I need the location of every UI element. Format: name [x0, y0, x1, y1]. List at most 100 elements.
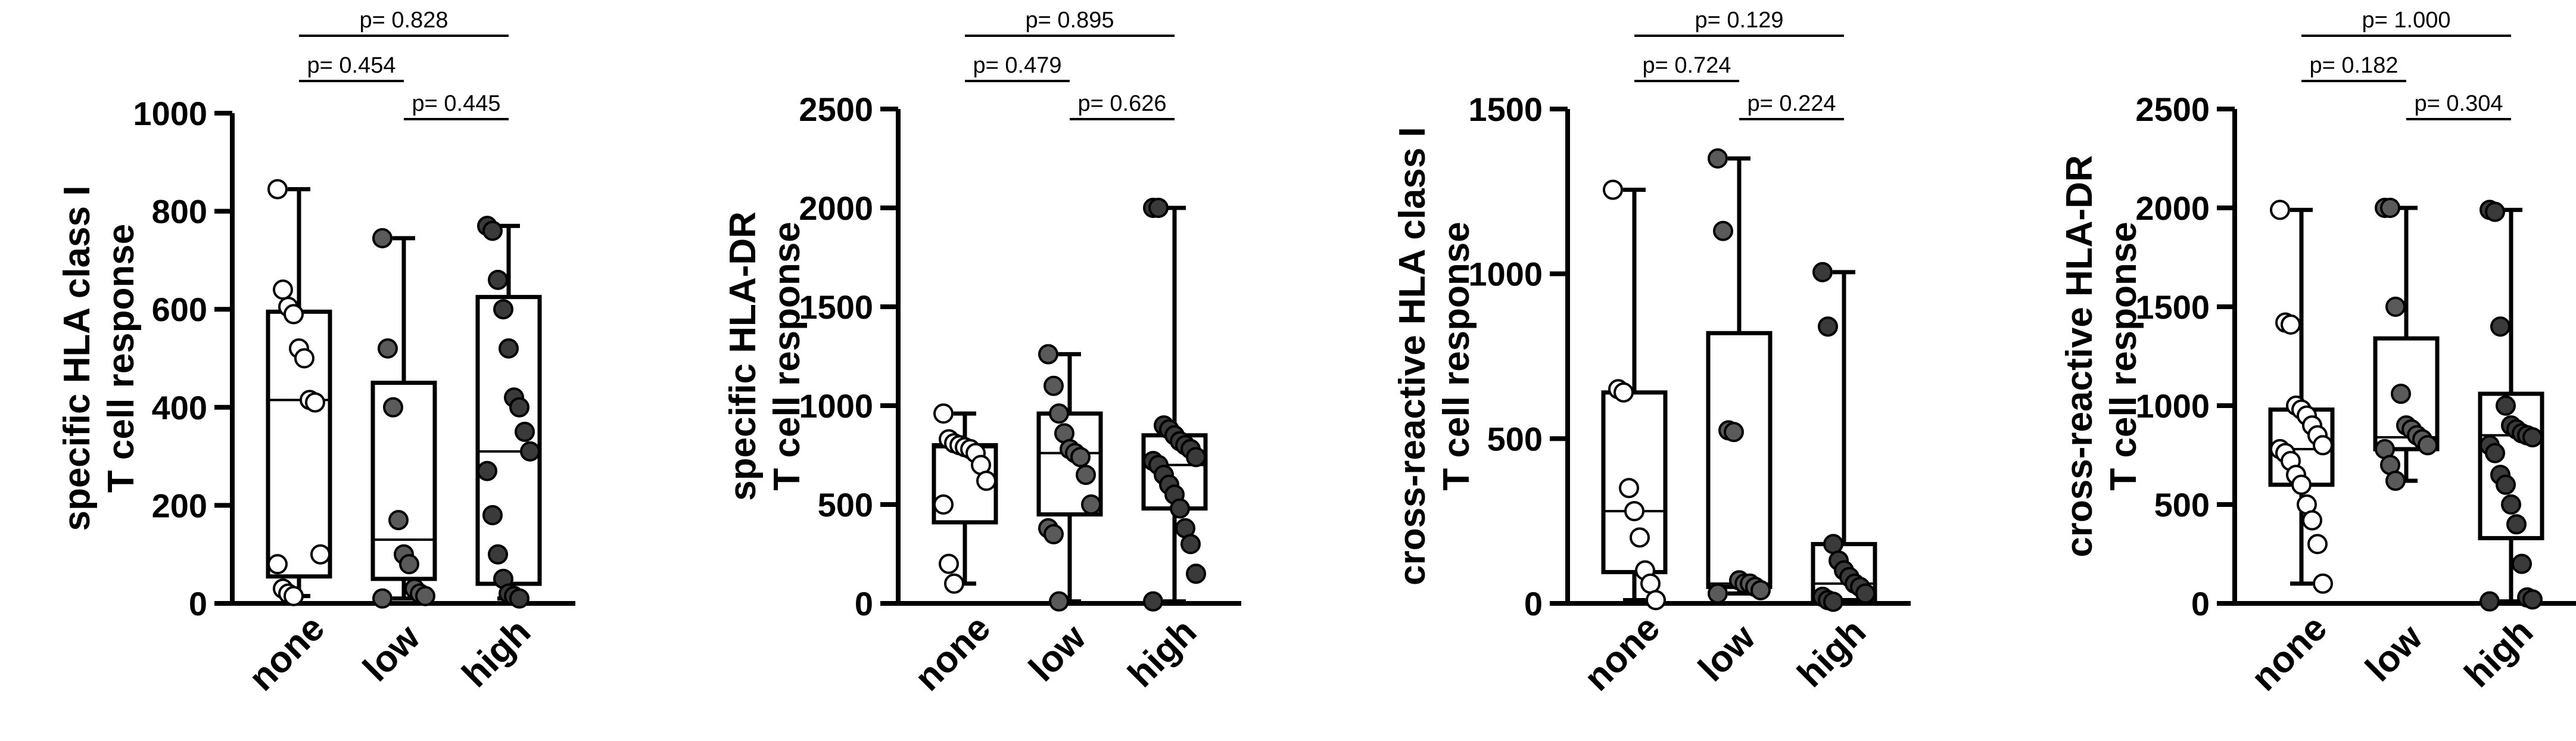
y-tick-label: 0: [2191, 585, 2210, 622]
data-point: [1818, 316, 1838, 337]
data-point: [305, 392, 325, 413]
data-point: [372, 588, 393, 609]
data-point: [1646, 590, 1666, 611]
data-point: [2512, 553, 2532, 574]
data-point: [1049, 591, 1069, 612]
data-point: [2302, 510, 2322, 531]
data-point: [976, 471, 996, 491]
y-tick-label: 1500: [799, 288, 873, 326]
data-point: [1186, 447, 1206, 468]
data-point: [1180, 534, 1201, 555]
data-point: [2496, 474, 2516, 495]
y-tick-label: 800: [152, 193, 207, 231]
data-point: [1855, 583, 1876, 604]
y-tick-label: 2500: [799, 91, 873, 128]
y-tick-label: 2000: [799, 189, 873, 227]
data-point: [499, 338, 519, 359]
y-tick-label: 500: [818, 486, 873, 524]
data-point: [383, 397, 403, 418]
x-tick-label: none: [1577, 608, 1668, 699]
x-tick-label: low: [1691, 617, 1764, 689]
data-point: [1630, 527, 1650, 548]
data-point: [273, 279, 293, 300]
data-point: [933, 494, 954, 515]
data-point: [933, 403, 954, 424]
group-high: [1141, 198, 1208, 612]
data-point: [1713, 220, 1733, 241]
y-tick-label: 1000: [2135, 387, 2210, 425]
data-point: [1170, 498, 1190, 519]
data-point: [2506, 514, 2527, 535]
data-point: [1640, 573, 1661, 594]
y-axis-label: specific HLA class IT cell response: [57, 185, 142, 531]
group-high: [1811, 261, 1877, 612]
data-point: [1619, 478, 1639, 499]
p-value-label: p= 1.000: [2362, 8, 2451, 33]
group-low: [2373, 198, 2440, 491]
panel-1: 0 200 400 600 800 1000 specific HLA class IT c…: [57, 8, 575, 699]
data-point: [477, 460, 497, 481]
data-point: [2291, 474, 2312, 495]
y-axis-label-line: cross-reactive HLA-DR: [2059, 155, 2100, 557]
data-point: [1049, 403, 1069, 424]
data-point: [1603, 179, 1623, 200]
y-axis-label: specific HLA-DRT cell response: [722, 211, 808, 501]
data-point: [399, 554, 419, 575]
y-tick-label: 0: [1524, 585, 1543, 622]
data-point: [520, 441, 540, 462]
y-tick-label: 0: [189, 585, 207, 622]
y-tick-label: 1000: [1468, 256, 1543, 293]
data-point: [378, 338, 398, 359]
group-low: [1036, 344, 1103, 612]
data-point: [2313, 435, 2333, 456]
x-tick-label: high: [1120, 611, 1204, 695]
p-value-label: p= 0.828: [360, 8, 448, 33]
p-value-label: p= 0.182: [2310, 53, 2399, 78]
y-axis-label: cross-reactive HLA-DRT cell response: [2059, 155, 2144, 557]
y-tick-label: 1000: [133, 95, 207, 132]
y-axis-label-line: T cell response: [2103, 222, 2144, 490]
data-point: [944, 573, 964, 594]
x-tick-label: none: [2244, 608, 2335, 699]
data-point: [284, 304, 304, 325]
p-value-label: p= 0.304: [2415, 91, 2503, 116]
data-point: [1823, 534, 1843, 555]
data-point: [2270, 200, 2290, 220]
y-tick-label: 0: [855, 585, 873, 622]
group-low: [1706, 148, 1773, 604]
y-tick-label: 1500: [2135, 288, 2210, 326]
y-axis-label-line: specific HLA class I: [57, 185, 98, 531]
group-high: [475, 216, 542, 609]
x-tick-label: low: [356, 617, 428, 689]
data-point: [509, 588, 529, 609]
y-tick-label: 600: [152, 291, 207, 328]
data-point: [1044, 375, 1064, 396]
group-none: [1601, 179, 1668, 611]
p-value-label: p= 0.479: [973, 53, 1062, 78]
data-point: [2522, 427, 2543, 448]
data-point: [1823, 591, 1843, 612]
data-point: [1081, 494, 1101, 515]
data-point: [509, 397, 529, 418]
y-tick-label: 1500: [1468, 91, 1543, 128]
data-point: [2385, 297, 2406, 317]
data-point: [1143, 591, 1163, 612]
data-point: [1750, 580, 1771, 600]
data-point: [267, 554, 288, 575]
group-none: [266, 179, 332, 606]
data-point: [1624, 501, 1644, 522]
data-point: [488, 544, 508, 565]
x-tick-label: none: [907, 608, 999, 699]
y-axis-label-line: T cell response: [1436, 222, 1477, 490]
data-point: [2485, 443, 2505, 463]
data-point: [2385, 471, 2406, 491]
group-low: [370, 228, 437, 609]
data-point: [939, 553, 959, 574]
data-point: [2501, 494, 2521, 515]
x-tick-label: high: [454, 611, 538, 695]
data-point: [1186, 563, 1206, 584]
data-point: [1076, 465, 1096, 485]
data-point: [482, 505, 503, 525]
data-point: [488, 269, 508, 290]
